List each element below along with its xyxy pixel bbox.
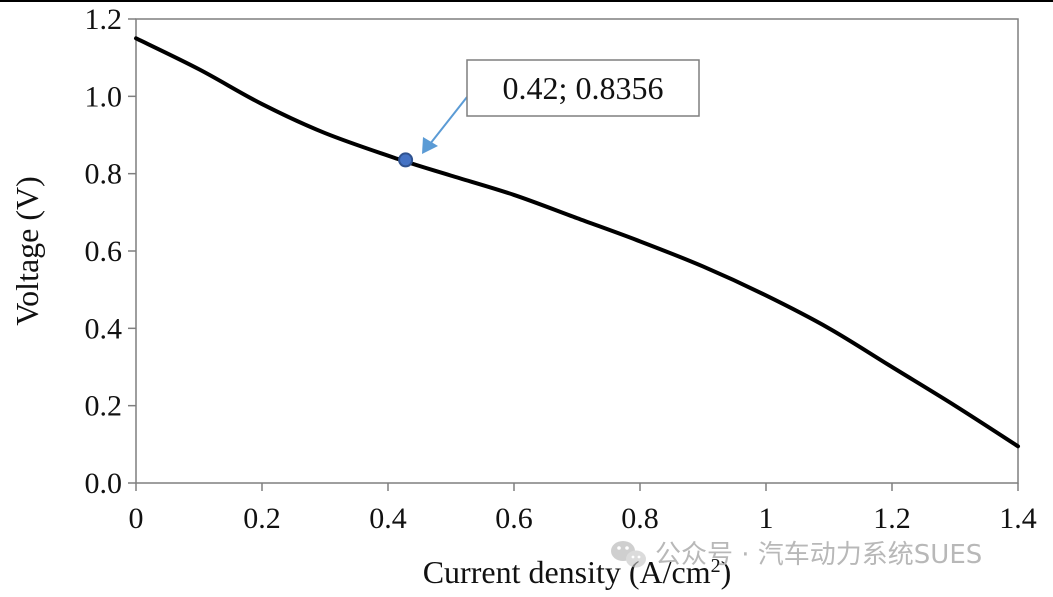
x-tick-label: 0.4 [369,502,407,535]
y-tick-label: 0.6 [85,235,123,268]
x-axis-title: Current density (A/cm2) [423,554,732,590]
y-tick-label: 0.2 [85,390,123,423]
y-axis-ticks: 0.0 0.2 0.4 0.6 0.8 1.0 1.2 [85,3,136,500]
x-tick-label: 1 [759,502,774,535]
x-tick-label: 0.6 [495,502,533,535]
y-tick-label: 0.4 [85,312,123,345]
series-layer [134,36,1020,449]
x-axis-title-main: Current density (A/cm [423,554,711,590]
y-tick-label: 0.8 [85,158,123,191]
y-axis-title: Voltage (V) [9,176,45,326]
callout-label: 0.42; 0.8356 [503,70,664,106]
annotation-point-marker [398,152,414,168]
x-axis-ticks: 0 0.2 0.4 0.6 0.8 1 1.2 1.4 [129,483,1037,535]
wechat-icon [611,541,646,568]
x-axis-title-superscript: 2 [711,555,721,577]
x-tick-label: 1.2 [873,502,911,535]
callout-arrow [429,96,468,145]
series-line [134,36,1020,449]
x-tick-label: 0.8 [621,502,659,535]
callout-arrowhead [422,137,438,154]
x-tick-label: 0.2 [243,502,281,535]
x-tick-label: 1.4 [999,502,1037,535]
y-tick-label: 1.0 [85,80,123,113]
x-axis-title-close: ) [721,554,732,590]
callout-box [466,59,700,117]
watermark: 公众号 · 汽车动力系统SUES [611,540,982,570]
x-tick-label: 0 [129,502,144,535]
watermark-text: 公众号 · 汽车动力系统SUES [655,540,982,570]
y-tick-label: 1.2 [85,3,123,36]
y-tick-label: 0.0 [85,467,123,500]
